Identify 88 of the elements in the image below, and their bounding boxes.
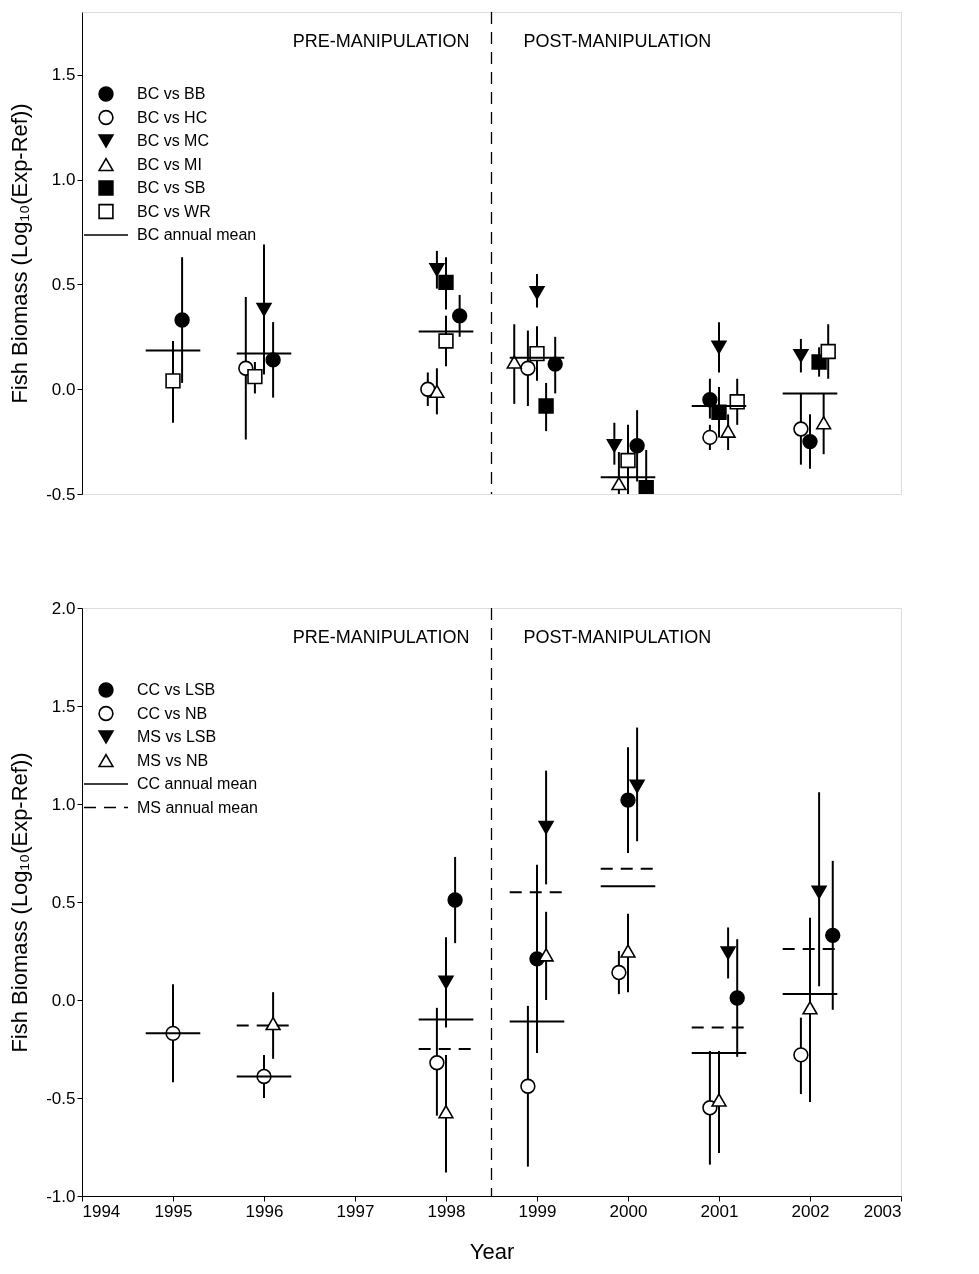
annotation: PRE-MANIPULATION [292, 31, 470, 51]
legend-label: BC vs WR [137, 202, 211, 220]
point [802, 433, 818, 450]
point [802, 1001, 818, 1015]
legend-label: MS vs LSB [137, 728, 217, 745]
legend-label: BC vs MC [137, 132, 209, 149]
legend-label: CC vs LSB [137, 681, 216, 698]
y-tick-label: 1.0 [51, 170, 76, 190]
point [825, 927, 841, 943]
y-tick-label: 1.5 [51, 696, 76, 716]
point [793, 421, 809, 437]
x-tick-label: 2000 [609, 1201, 648, 1221]
x-tick-label: 1998 [427, 1201, 466, 1221]
point [520, 1078, 536, 1094]
point [611, 964, 627, 981]
point [720, 946, 736, 960]
point [438, 274, 454, 291]
point [174, 312, 190, 328]
y-tick-label: 2.0 [51, 598, 76, 618]
point [611, 476, 627, 491]
point [720, 424, 736, 438]
point [629, 779, 645, 794]
point [815, 415, 832, 430]
legend-label: MS vs NB [137, 751, 209, 769]
y-tick-label: 0.5 [51, 892, 76, 912]
point [520, 360, 536, 376]
point [620, 452, 636, 469]
y-tick-label: 0.5 [51, 274, 76, 294]
point [429, 1055, 445, 1071]
point [438, 975, 454, 990]
annotation: POST-MANIPULATION [523, 627, 712, 647]
x-tick-label: 1999 [518, 1201, 557, 1221]
point [729, 990, 745, 1006]
point [711, 340, 727, 355]
x-tick-label: 1997 [336, 1201, 375, 1221]
point [793, 1047, 809, 1063]
point [538, 820, 554, 835]
legend-label: MS annual mean [137, 798, 258, 816]
x-axis-title: Year [469, 1238, 515, 1264]
point [529, 286, 545, 300]
x-tick-label: 2001 [700, 1201, 739, 1221]
x-tick-label: 2002 [791, 1201, 830, 1221]
legend-label: CC annual mean [137, 775, 258, 792]
point [165, 373, 181, 389]
point [620, 792, 636, 808]
point [247, 368, 263, 385]
x-tick-label: 1994 [82, 1201, 121, 1221]
point [538, 948, 554, 962]
point [538, 398, 554, 414]
x-tick-label: 2003 [863, 1201, 902, 1221]
y-tick-label: 1.5 [51, 65, 76, 85]
point [711, 1093, 727, 1107]
point [629, 438, 645, 454]
point [638, 480, 654, 494]
legend-label: BC annual mean [137, 226, 257, 243]
point [438, 333, 454, 349]
y-tick-label: -0.5 [46, 1088, 76, 1108]
legend-label: BC vs BB [137, 85, 206, 102]
point [438, 1104, 454, 1119]
point [702, 392, 718, 408]
legend-label: BC vs MI [137, 155, 202, 173]
x-tick-label: 1995 [154, 1201, 193, 1221]
legend-label: BC vs SB [137, 179, 206, 196]
point [451, 308, 468, 324]
y-tick-label: 0.0 [51, 379, 76, 399]
y-axis-title: Fish Biomass (Log₁₀(Exp-Ref)) [7, 103, 33, 404]
legend-label: CC vs NB [137, 704, 208, 722]
point [447, 892, 463, 908]
point [793, 348, 809, 363]
point [820, 343, 836, 360]
point [429, 384, 445, 399]
point [506, 355, 522, 369]
y-tick-label: -0.5 [46, 484, 76, 504]
legend-label: BC vs HC [137, 108, 208, 126]
y-tick-label: 0.0 [51, 990, 76, 1010]
point [811, 885, 827, 899]
point [620, 944, 636, 958]
point [429, 263, 445, 277]
annotation: POST-MANIPULATION [523, 31, 712, 51]
y-tick-label: -1.0 [46, 1186, 76, 1206]
point [606, 439, 623, 453]
point [265, 1016, 281, 1031]
point [256, 302, 272, 317]
y-tick-label: 1.0 [51, 794, 76, 814]
y-axis-title: Fish Biomass (Log₁₀(Exp-Ref)) [7, 752, 33, 1053]
x-tick-label: 1996 [245, 1201, 284, 1221]
annotation: PRE-MANIPULATION [292, 627, 470, 647]
point [702, 429, 718, 446]
